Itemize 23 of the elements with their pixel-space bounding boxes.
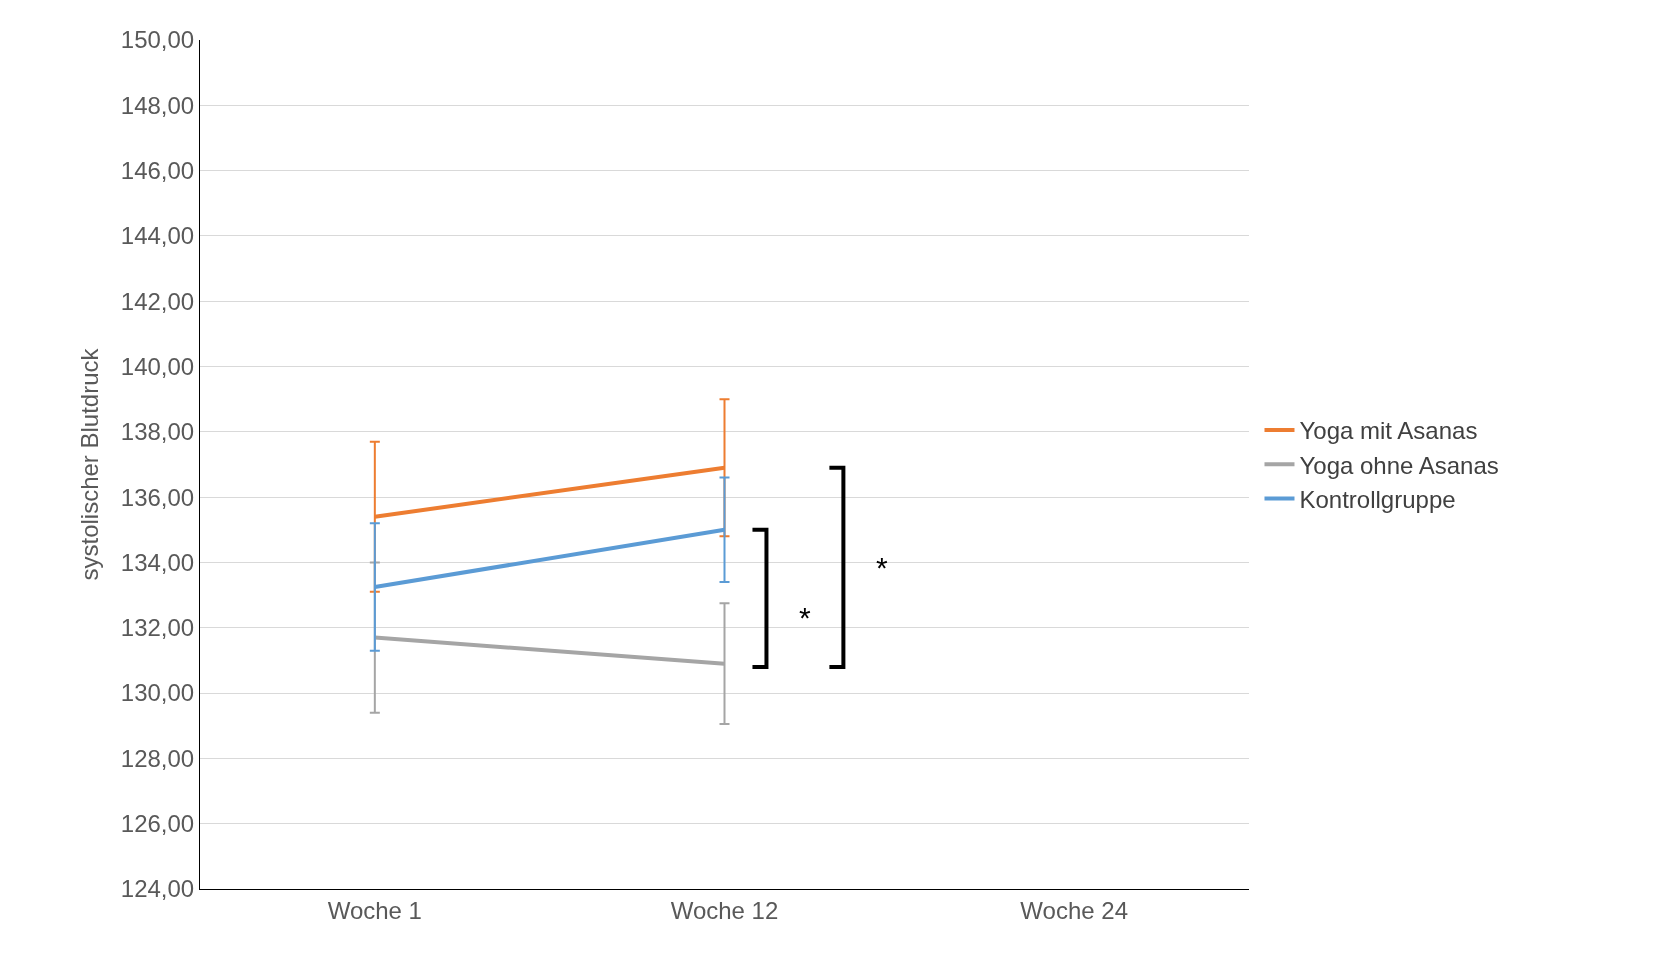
y-tick-label: 150,00 bbox=[120, 26, 195, 54]
legend-label: Yoga ohne Asanas bbox=[1299, 451, 1499, 479]
y-tick-label: 142,00 bbox=[120, 287, 195, 315]
y-tick-label: 144,00 bbox=[120, 222, 195, 250]
y-tick-label: 138,00 bbox=[120, 418, 195, 446]
y-tick-label: 132,00 bbox=[120, 614, 195, 642]
y-tick-label: 148,00 bbox=[120, 91, 195, 119]
x-tick-label: Woche 1 bbox=[327, 896, 422, 924]
x-tick-label: Woche 24 bbox=[1020, 896, 1128, 924]
y-axis-title: systolischer Blutdruck bbox=[75, 347, 103, 581]
y-tick-label: 126,00 bbox=[120, 810, 195, 838]
y-tick-label: 146,00 bbox=[120, 157, 195, 185]
y-tick-label: 136,00 bbox=[120, 483, 195, 511]
annotation: * bbox=[876, 551, 888, 584]
annotation: * bbox=[799, 601, 811, 634]
legend-label: Kontrollgruppe bbox=[1299, 485, 1456, 513]
y-tick-label: 128,00 bbox=[120, 744, 195, 772]
legend-label: Yoga mit Asanas bbox=[1299, 417, 1478, 445]
x-tick-label: Woche 12 bbox=[670, 896, 779, 924]
y-tick-label: 130,00 bbox=[120, 679, 195, 707]
y-tick-label: 124,00 bbox=[120, 875, 195, 903]
y-tick-label: 140,00 bbox=[120, 352, 195, 380]
y-tick-label: 134,00 bbox=[120, 548, 195, 576]
